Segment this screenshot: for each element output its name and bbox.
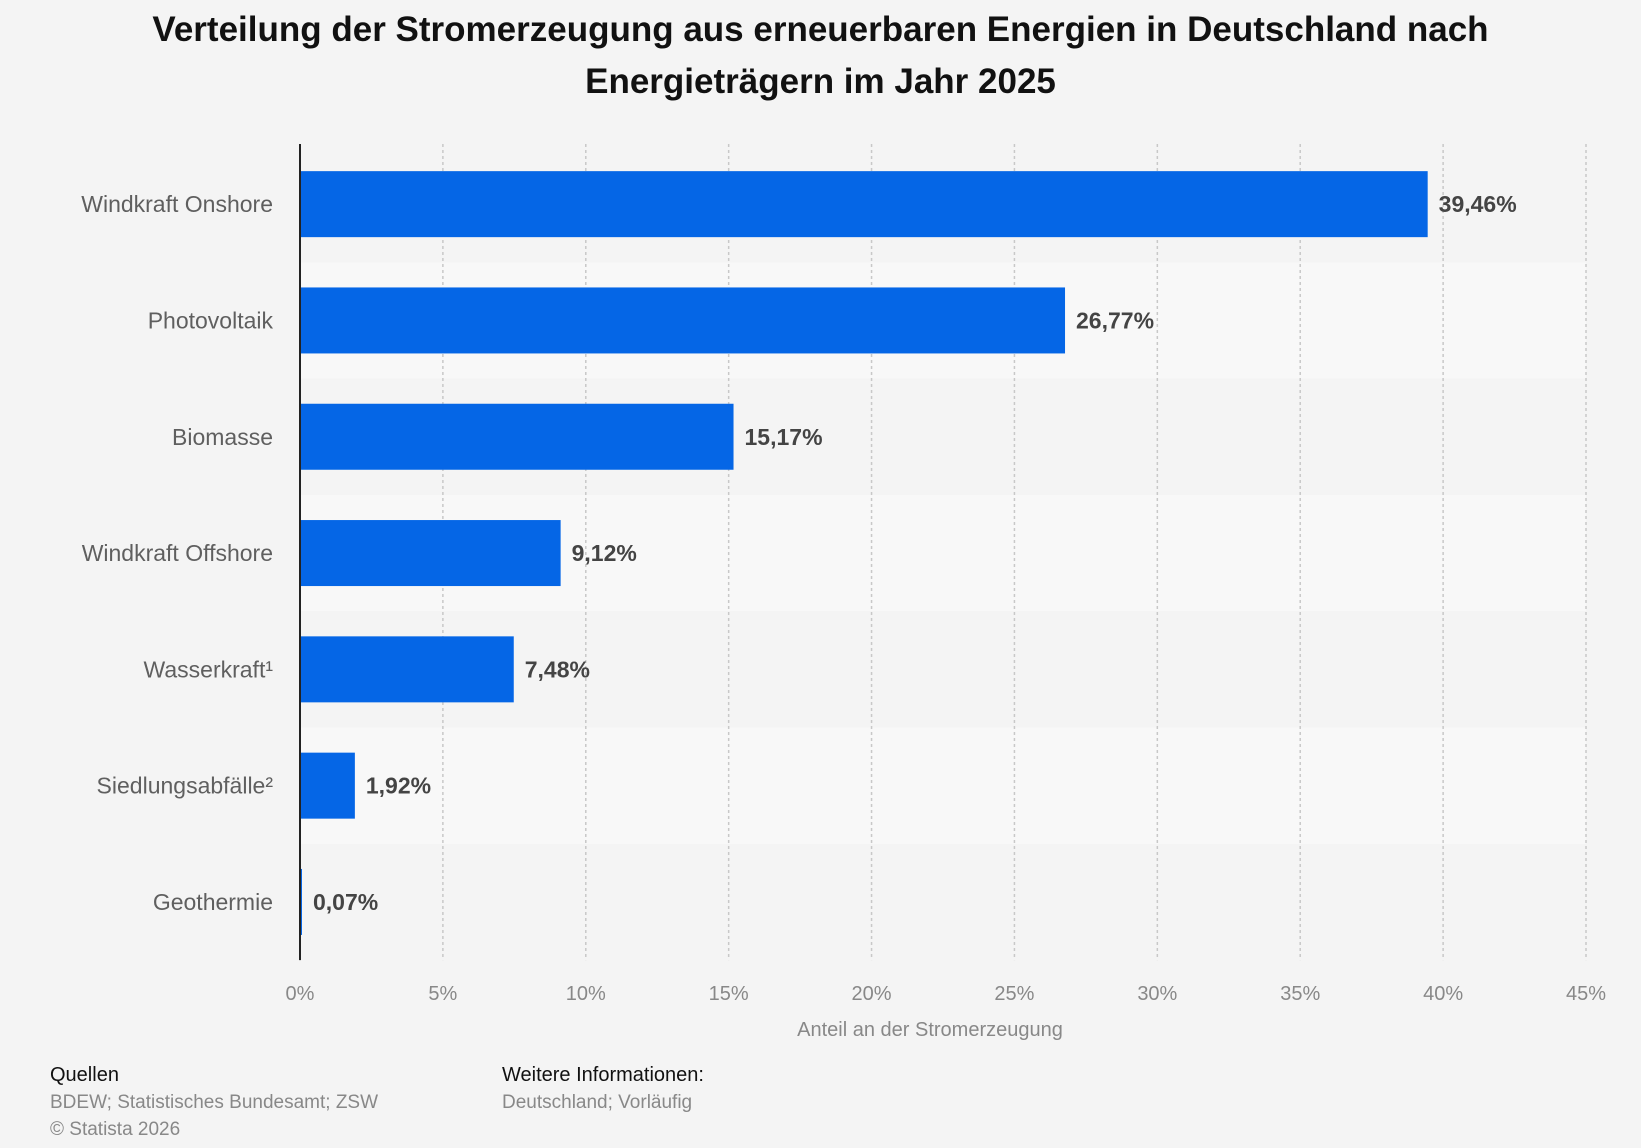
sources-heading: Quellen	[50, 1064, 119, 1086]
category-labels: Windkraft Onshore Photovoltaik Biomasse Win…	[81, 191, 273, 915]
category-label: Photovoltaik	[148, 307, 274, 333]
x-tick-labels: 0% 5% 10% 15% 20% 25% 30% 35% 40% 45%	[286, 983, 1607, 1005]
x-tick-label: 20%	[852, 983, 892, 1005]
chart-title: Verteilung der Stromerzeugung aus erneue…	[152, 10, 1489, 101]
info-text: Deutschland; Vorläufig	[502, 1092, 693, 1113]
category-label: Biomasse	[172, 424, 273, 450]
value-label: 26,77%	[1076, 307, 1154, 333]
info-heading: Weitere Informationen:	[502, 1064, 704, 1086]
sources-text: BDEW; Statistisches Bundesamt; ZSW	[50, 1092, 379, 1113]
bar	[300, 520, 561, 587]
copyright-text: © Statista 2026	[50, 1119, 181, 1140]
sources-block: Quellen BDEW; Statistisches Bundesamt; Z…	[50, 1062, 378, 1143]
value-label: 7,48%	[525, 656, 590, 682]
bar	[300, 868, 303, 935]
category-label: Siedlungsabfälle²	[97, 773, 274, 799]
category-label: Geothermie	[153, 889, 273, 915]
x-tick-label: 10%	[566, 983, 606, 1005]
row-band	[300, 727, 1586, 844]
value-label: 15,17%	[745, 424, 823, 450]
x-axis-title: Anteil an der Stromerzeugung	[797, 1019, 1063, 1041]
bar	[300, 171, 1428, 238]
x-tick-label: 40%	[1423, 983, 1463, 1005]
bar	[300, 287, 1066, 354]
bars	[300, 171, 1428, 935]
value-label: 39,46%	[1439, 191, 1517, 217]
x-tick-label: 30%	[1137, 983, 1177, 1005]
category-label: Wasserkraft¹	[144, 656, 274, 682]
bar	[300, 752, 355, 819]
x-tick-label: 35%	[1280, 983, 1320, 1005]
x-tick-label: 25%	[994, 983, 1034, 1005]
value-label: 1,92%	[366, 773, 431, 799]
x-tick-label: 5%	[428, 983, 457, 1005]
category-label: Windkraft Offshore	[82, 540, 273, 566]
x-tick-label: 15%	[709, 983, 749, 1005]
category-label: Windkraft Onshore	[81, 191, 273, 217]
x-tick-label: 0%	[286, 983, 315, 1005]
info-block: Weitere Informationen: Deutschland; Vorl…	[502, 1062, 704, 1116]
value-label: 0,07%	[313, 889, 378, 915]
row-bands	[300, 262, 1586, 844]
value-labels: 39,46% 26,77% 15,17% 9,12% 7,48% 1,92% 0,07%	[313, 191, 1517, 915]
gridlines	[442, 144, 1587, 961]
value-label: 9,12%	[572, 540, 637, 566]
bar	[300, 636, 514, 703]
bar	[300, 403, 734, 470]
x-tick-label: 45%	[1566, 983, 1606, 1005]
